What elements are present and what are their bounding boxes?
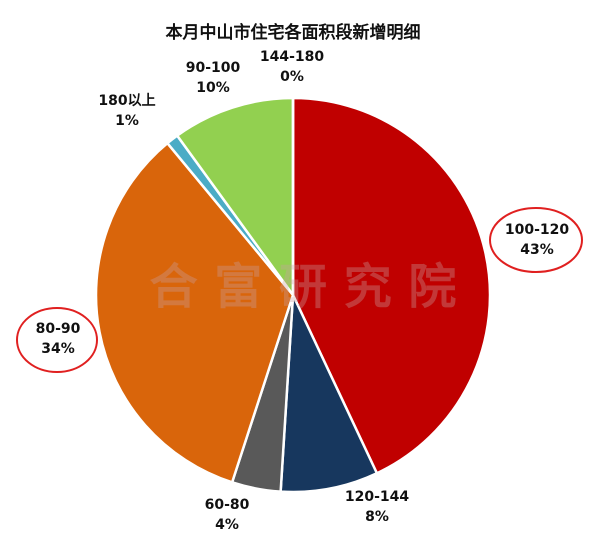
- chart-title: 本月中山市住宅各面积段新增明细: [166, 22, 421, 43]
- data-label-value: 4%: [215, 517, 239, 533]
- data-label-category: 90-100: [186, 60, 241, 76]
- data-label-value: 0%: [280, 69, 304, 85]
- data-label-category: 120-144: [345, 489, 410, 505]
- data-label-category: 100-120: [505, 222, 570, 238]
- data-label-value: 34%: [41, 341, 75, 357]
- pie-slice: [175, 96, 295, 297]
- data-label-category: 60-80: [205, 497, 250, 513]
- data-label-category: 144-180: [260, 49, 325, 65]
- data-label-value: 43%: [520, 242, 554, 258]
- highlight-circle: [489, 207, 583, 273]
- watermark: 合 富 研 究 院: [150, 259, 457, 315]
- data-label-value: 1%: [115, 113, 139, 129]
- pie-slice: [94, 141, 295, 484]
- data-label-value: 10%: [196, 80, 230, 96]
- data-label-value: 8%: [365, 509, 389, 525]
- pie: [94, 96, 492, 494]
- highlight-circle: [16, 307, 98, 373]
- pie-slice: [279, 293, 379, 494]
- pie-slice: [291, 96, 492, 475]
- data-label-category: 180以上: [98, 93, 155, 109]
- data-label-category: 80-90: [36, 321, 81, 337]
